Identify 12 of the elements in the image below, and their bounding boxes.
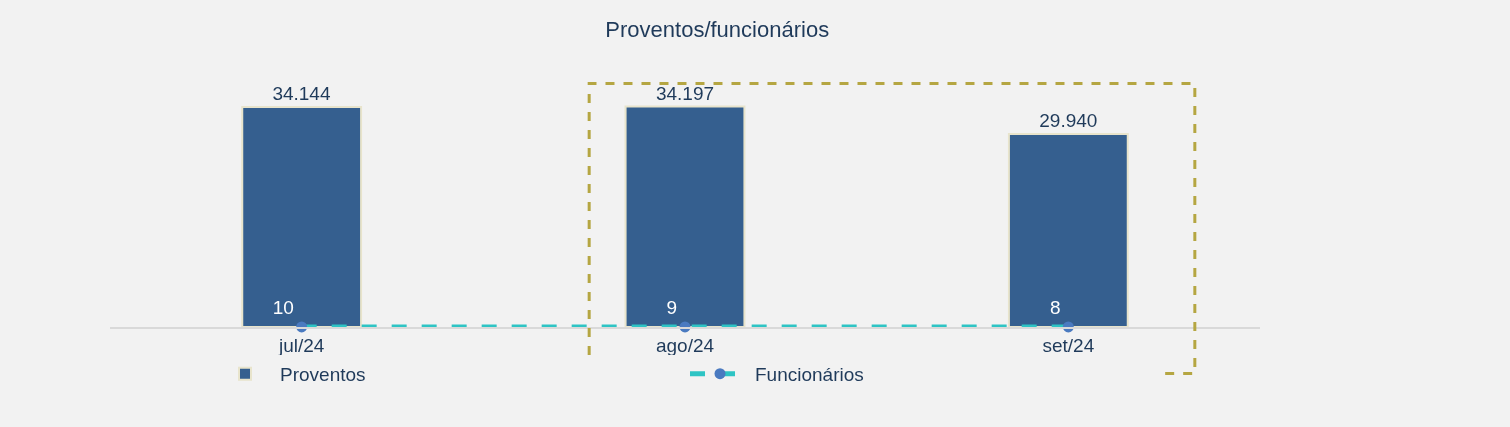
legend-label: Proventos [280,364,366,386]
x-tick-label: jul/24 [277,334,325,356]
data-label: 34.144 [272,82,331,104]
data-label: 8 [1049,297,1061,319]
data-label: 29.940 [1039,110,1098,132]
legend-label: Funcionários [755,364,864,386]
data-label: 9 [666,297,678,319]
data-label: 10 [272,297,294,319]
x-tick-label: ago/24 [655,334,715,356]
chart-title: Proventos/funcionários [605,16,830,42]
x-tick-label: set/24 [1042,334,1095,356]
data-label: 34.197 [655,82,715,104]
